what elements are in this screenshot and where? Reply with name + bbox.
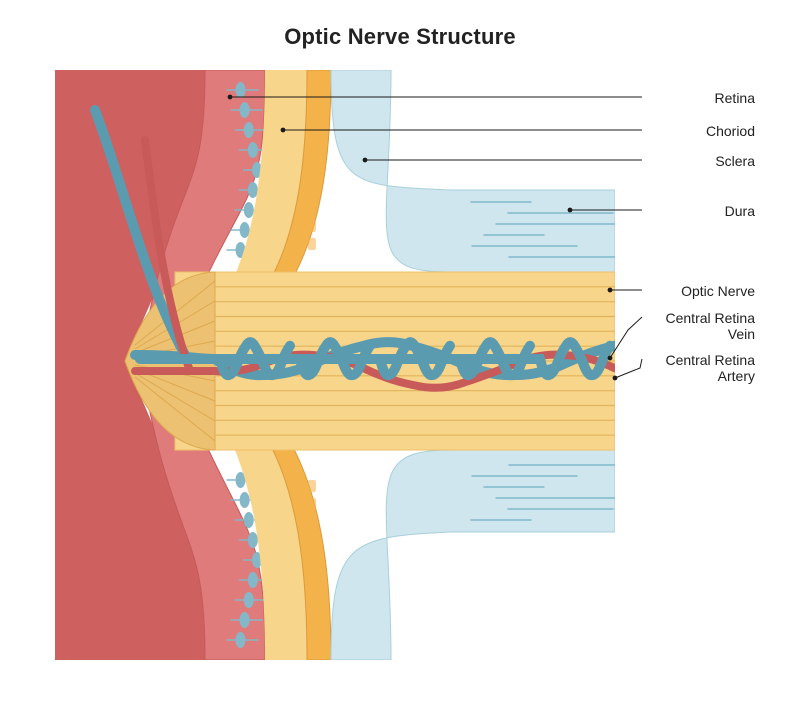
label-retina: Retina bbox=[645, 90, 755, 106]
label-dura: Dura bbox=[645, 203, 755, 219]
label-choroid: Choriod bbox=[645, 123, 755, 139]
label-optic-nerve: Optic Nerve bbox=[645, 283, 755, 299]
label-sclera: Sclera bbox=[645, 153, 755, 169]
label-vein: Central RetinaVein bbox=[645, 310, 755, 342]
label-artery: Central RetinaArtery bbox=[645, 352, 755, 384]
diagram-stage: Optic Nerve Structure RetinaChoriodScler… bbox=[0, 0, 800, 710]
